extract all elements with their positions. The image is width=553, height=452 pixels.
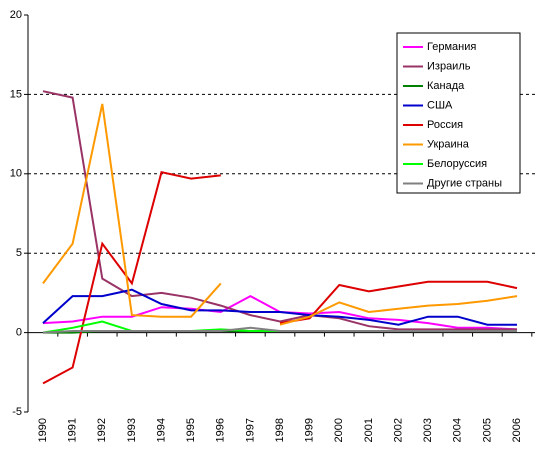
x-tick-label: 1996 <box>215 418 227 442</box>
y-tick-label: 10 <box>10 168 22 180</box>
x-tick-label: 2006 <box>511 418 523 442</box>
legend-label: Израиль <box>427 60 471 72</box>
x-tick-label: 1993 <box>126 418 138 442</box>
series-line <box>42 326 517 334</box>
x-tick-label: 1990 <box>37 418 49 442</box>
series-line <box>42 171 518 385</box>
x-tick-label: 1992 <box>96 418 108 442</box>
legend-box <box>396 32 521 194</box>
legend-label: Россия <box>427 119 463 131</box>
x-tick-label: 1995 <box>185 418 197 442</box>
legend-label: Германия <box>427 41 476 53</box>
x-tick-label: 2002 <box>392 418 404 442</box>
legend-label: Другие страны <box>427 177 502 189</box>
series-line <box>42 103 518 326</box>
x-tick-label: 1997 <box>244 418 256 442</box>
y-tick-label: -5 <box>12 406 22 418</box>
y-tick-label: 5 <box>16 247 22 259</box>
x-tick-label: 1999 <box>304 418 316 442</box>
y-tick-label: 20 <box>10 9 22 21</box>
series-line <box>42 288 517 326</box>
x-tick-label: 2004 <box>452 418 464 442</box>
x-tick-label: 2001 <box>363 418 375 442</box>
x-tick-label: 2000 <box>333 418 345 442</box>
legend-label: Канада <box>427 80 465 92</box>
x-tick-label: 1994 <box>155 418 167 442</box>
y-tick-label: 15 <box>10 88 22 100</box>
x-tick-label: 2005 <box>481 418 493 442</box>
x-tick-label: 1991 <box>67 418 79 442</box>
series-line <box>42 90 517 331</box>
x-tick-label: 1998 <box>274 418 286 442</box>
legend-label: Украина <box>427 138 470 150</box>
y-tick-label: 0 <box>16 327 22 339</box>
legend-label: США <box>427 99 453 111</box>
legend-label: Белоруссия <box>427 158 487 170</box>
x-tick-label: 2003 <box>422 418 434 442</box>
